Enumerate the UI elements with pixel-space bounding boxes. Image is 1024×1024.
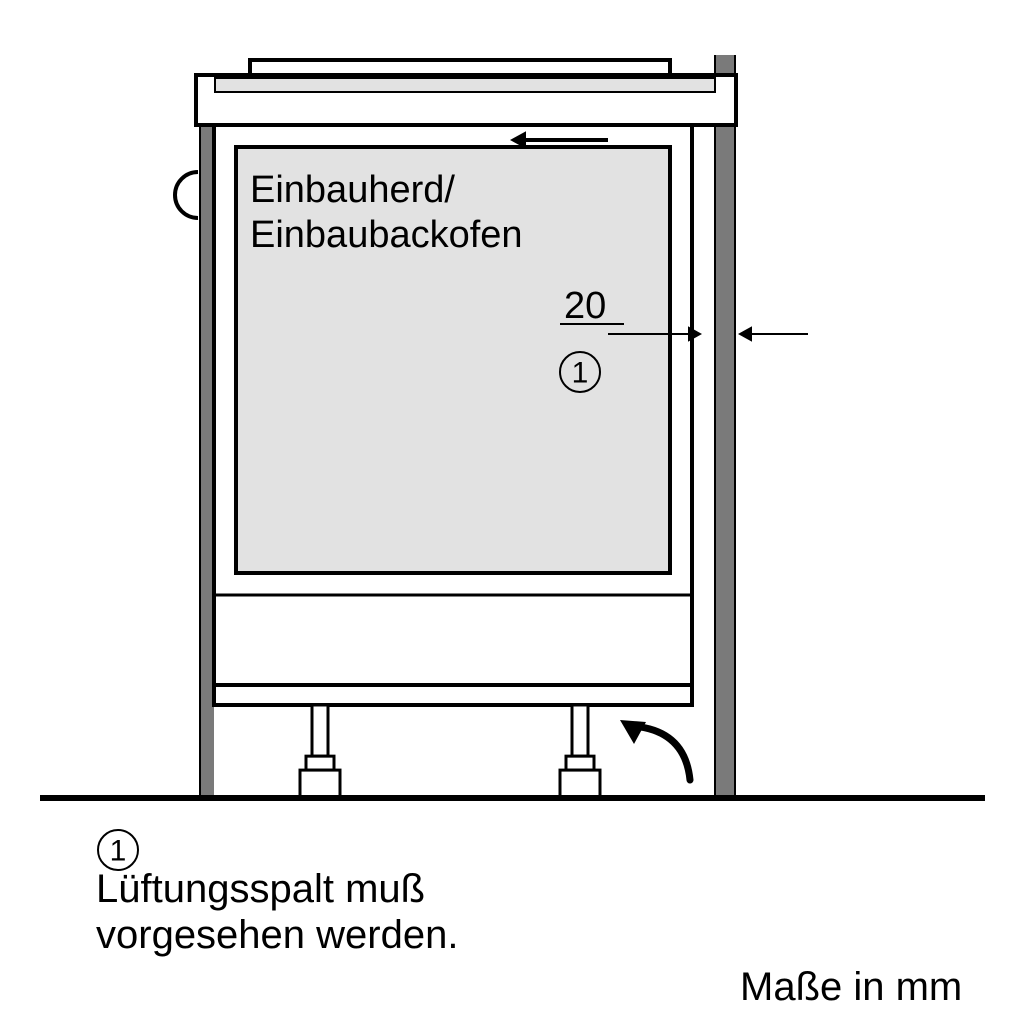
svg-text:vorgesehen werden.: vorgesehen werden.: [96, 913, 458, 957]
svg-text:Einbaubackofen: Einbaubackofen: [250, 214, 523, 256]
svg-text:1: 1: [572, 357, 589, 390]
svg-text:Maße in mm: Maße in mm: [740, 965, 962, 1009]
svg-text:Einbauherd/: Einbauherd/: [250, 169, 455, 211]
svg-text:Lüftungsspalt muß: Lüftungsspalt muß: [96, 867, 425, 911]
svg-text:20: 20: [564, 285, 606, 327]
svg-text:1: 1: [110, 835, 127, 868]
